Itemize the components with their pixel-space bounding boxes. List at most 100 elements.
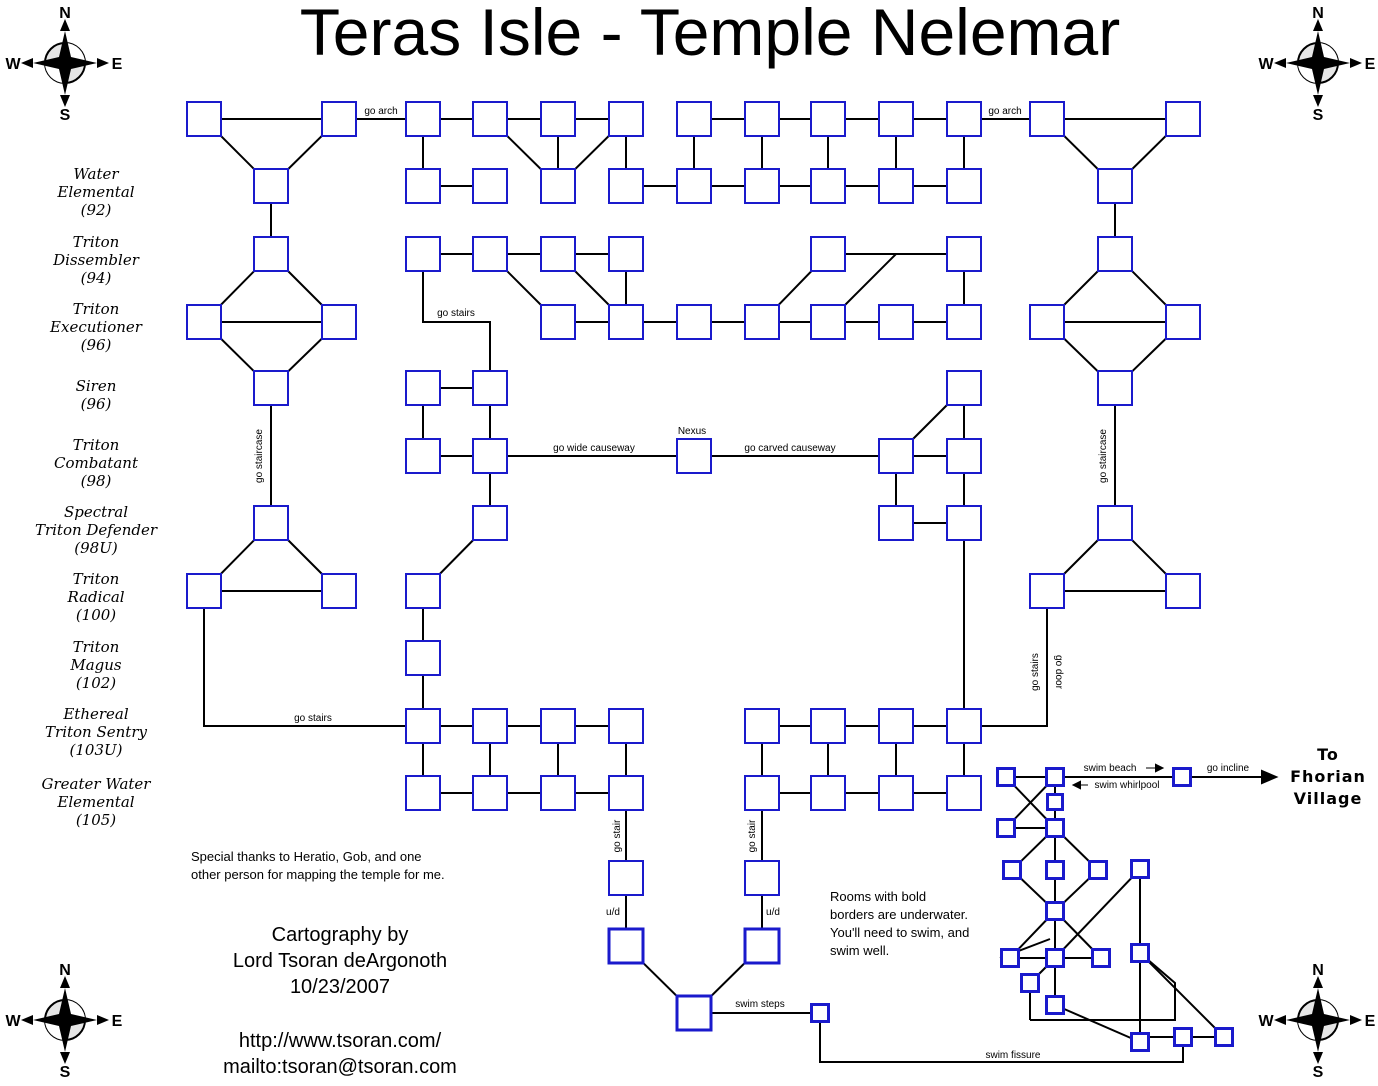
room[interactable] [946, 236, 982, 272]
website-link[interactable]: http://www.tsoran.com/ [238, 1030, 442, 1052]
room[interactable] [744, 168, 780, 204]
room[interactable] [676, 168, 712, 204]
room[interactable] [540, 236, 576, 272]
room[interactable] [472, 775, 508, 811]
underwater-room[interactable] [996, 818, 1016, 838]
room[interactable] [472, 708, 508, 744]
underwater-room[interactable] [1002, 860, 1022, 880]
room[interactable] [744, 708, 780, 744]
room[interactable] [472, 370, 508, 406]
room[interactable] [878, 505, 914, 541]
underwater-room[interactable] [1091, 948, 1111, 968]
room[interactable] [472, 168, 508, 204]
room[interactable] [1165, 304, 1201, 340]
room[interactable] [540, 775, 576, 811]
underwater-room[interactable] [1020, 973, 1040, 993]
room[interactable] [321, 573, 357, 609]
underwater-room[interactable] [1214, 1027, 1234, 1047]
room[interactable] [405, 370, 441, 406]
room[interactable] [405, 236, 441, 272]
room[interactable] [878, 168, 914, 204]
room[interactable] [878, 304, 914, 340]
room[interactable] [472, 438, 508, 474]
room[interactable] [405, 168, 441, 204]
underwater-room[interactable] [1045, 995, 1065, 1015]
underwater-room[interactable] [743, 927, 781, 965]
underwater-room[interactable] [1045, 948, 1065, 968]
room[interactable] [878, 101, 914, 137]
room[interactable] [810, 101, 846, 137]
room[interactable] [1097, 370, 1133, 406]
room[interactable] [810, 236, 846, 272]
room[interactable] [676, 304, 712, 340]
room[interactable] [540, 304, 576, 340]
room[interactable] [405, 775, 441, 811]
room[interactable] [253, 505, 289, 541]
room[interactable] [946, 438, 982, 474]
room[interactable] [810, 775, 846, 811]
room[interactable] [676, 101, 712, 137]
room[interactable] [1165, 101, 1201, 137]
room[interactable] [608, 860, 644, 896]
room[interactable] [608, 304, 644, 340]
room[interactable] [405, 101, 441, 137]
room[interactable] [744, 101, 780, 137]
underwater-room[interactable] [1045, 860, 1065, 880]
room[interactable] [810, 168, 846, 204]
room[interactable] [946, 304, 982, 340]
room[interactable] [186, 573, 222, 609]
room[interactable] [878, 438, 914, 474]
room[interactable] [676, 438, 712, 474]
room[interactable] [1097, 505, 1133, 541]
room[interactable] [405, 640, 441, 676]
underwater-room[interactable] [1130, 1032, 1150, 1052]
room[interactable] [608, 708, 644, 744]
room[interactable] [1097, 168, 1133, 204]
email-link[interactable]: mailto:tsoran@tsoran.com [223, 1056, 457, 1078]
room[interactable] [472, 236, 508, 272]
room[interactable] [253, 236, 289, 272]
room[interactable] [405, 573, 441, 609]
underwater-room[interactable] [675, 994, 713, 1032]
room[interactable] [1029, 304, 1065, 340]
underwater-room[interactable] [1045, 901, 1065, 921]
room[interactable] [321, 101, 357, 137]
room[interactable] [186, 304, 222, 340]
room[interactable] [1029, 101, 1065, 137]
room[interactable] [472, 505, 508, 541]
room[interactable] [253, 168, 289, 204]
underwater-room[interactable] [996, 767, 1016, 787]
room[interactable] [946, 505, 982, 541]
underwater-room[interactable] [607, 927, 645, 965]
room[interactable] [744, 860, 780, 896]
room[interactable] [946, 708, 982, 744]
room[interactable] [608, 236, 644, 272]
room[interactable] [321, 304, 357, 340]
room[interactable] [946, 101, 982, 137]
room[interactable] [810, 708, 846, 744]
room[interactable] [186, 101, 222, 137]
room[interactable] [1097, 236, 1133, 272]
room[interactable] [878, 708, 914, 744]
underwater-room[interactable] [1130, 943, 1150, 963]
room[interactable] [405, 708, 441, 744]
underwater-room[interactable] [1130, 859, 1150, 879]
room[interactable] [405, 438, 441, 474]
room[interactable] [810, 304, 846, 340]
room[interactable] [946, 168, 982, 204]
room[interactable] [946, 775, 982, 811]
room[interactable] [1165, 573, 1201, 609]
room[interactable] [1029, 573, 1065, 609]
underwater-room[interactable] [1045, 767, 1065, 787]
underwater-room[interactable] [1046, 793, 1064, 811]
room[interactable] [540, 168, 576, 204]
room[interactable] [608, 101, 644, 137]
underwater-room[interactable] [1173, 1027, 1193, 1047]
underwater-room[interactable] [1000, 948, 1020, 968]
room[interactable] [540, 708, 576, 744]
room[interactable] [744, 775, 780, 811]
room[interactable] [608, 775, 644, 811]
underwater-room[interactable] [810, 1003, 830, 1023]
room[interactable] [540, 101, 576, 137]
room[interactable] [253, 370, 289, 406]
